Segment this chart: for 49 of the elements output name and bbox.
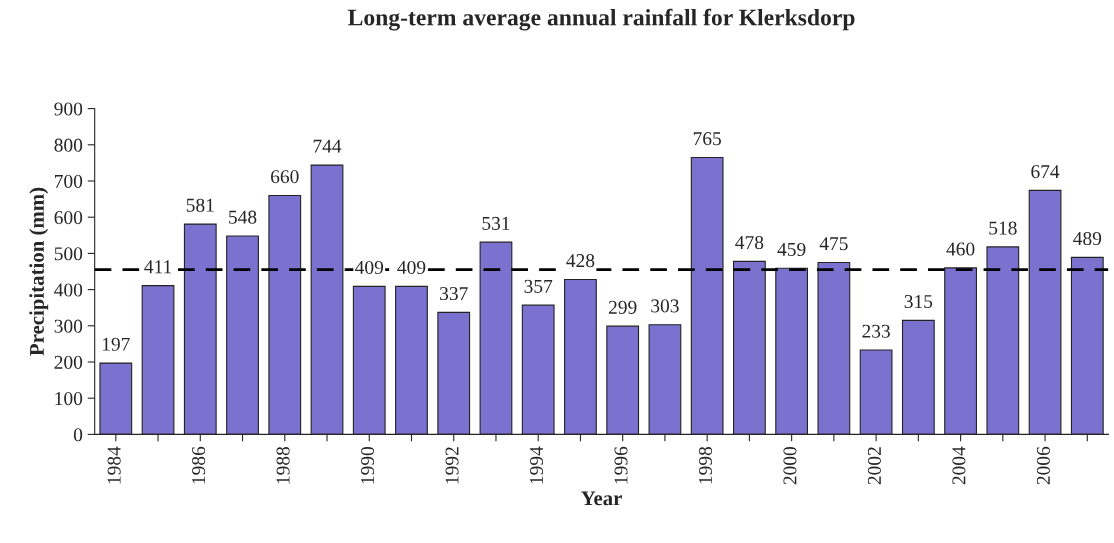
data-label: 409 bbox=[397, 260, 426, 275]
y-tick-label: 800 bbox=[54, 138, 83, 152]
data-label: 478 bbox=[735, 235, 764, 250]
data-label: 765 bbox=[693, 132, 721, 146]
data-label: 548 bbox=[229, 210, 257, 224]
data-label: 518 bbox=[989, 221, 1017, 235]
x-tick-label: 1994 bbox=[530, 446, 544, 484]
x-tick-label: 1990 bbox=[360, 446, 375, 484]
data-label: 581 bbox=[186, 198, 214, 212]
y-tick-label: 600 bbox=[54, 211, 83, 225]
data-label: 660 bbox=[271, 170, 299, 184]
data-label: 315 bbox=[904, 295, 933, 309]
y-tick-label: 0 bbox=[73, 428, 83, 442]
data-label: 411 bbox=[144, 260, 172, 274]
data-label: 337 bbox=[440, 287, 468, 301]
y-tick-label: 400 bbox=[54, 283, 83, 297]
x-tick-label: 1992 bbox=[445, 447, 459, 484]
y-tick-label: 700 bbox=[55, 174, 83, 188]
x-tick-label: 1988 bbox=[276, 446, 290, 484]
data-label: 428 bbox=[566, 254, 595, 268]
x-tick-label: 1986 bbox=[192, 446, 206, 484]
data-label: 475 bbox=[819, 237, 848, 251]
data-label: 233 bbox=[862, 324, 890, 338]
x-tick-label: 1998 bbox=[698, 446, 713, 484]
data-label: 409 bbox=[355, 260, 384, 275]
y-tick-label: 200 bbox=[54, 355, 83, 369]
data-label: 531 bbox=[482, 216, 510, 230]
data-label: 744 bbox=[313, 139, 342, 153]
data-label: 489 bbox=[1073, 231, 1102, 246]
data-label: 303 bbox=[651, 299, 679, 313]
data-label: 460 bbox=[946, 242, 975, 256]
x-tick-label: 2004 bbox=[952, 446, 966, 485]
data-label: 299 bbox=[608, 300, 637, 314]
x-axis-title: Year bbox=[581, 491, 622, 506]
x-tick-label: 1984 bbox=[107, 446, 121, 484]
y-tick-label: 300 bbox=[54, 319, 83, 333]
chart-title: Long-term average annual rainfall for Klerksdorp bbox=[348, 8, 855, 31]
y-tick-label: 500 bbox=[54, 247, 83, 261]
x-tick-label: 2002 bbox=[867, 447, 881, 485]
data-label: 674 bbox=[1031, 165, 1060, 179]
x-tick-label: 2000 bbox=[783, 446, 797, 485]
x-tick-label: 1996 bbox=[614, 446, 628, 484]
data-label: 357 bbox=[524, 279, 553, 293]
y-axis-title: Precipitation (mm) bbox=[29, 187, 49, 356]
data-label: 459 bbox=[777, 242, 806, 256]
data-label: 197 bbox=[102, 337, 130, 351]
y-tick-label: 100 bbox=[55, 392, 83, 406]
y-tick-label: 900 bbox=[54, 102, 83, 116]
x-tick-label: 2006 bbox=[1036, 446, 1050, 485]
